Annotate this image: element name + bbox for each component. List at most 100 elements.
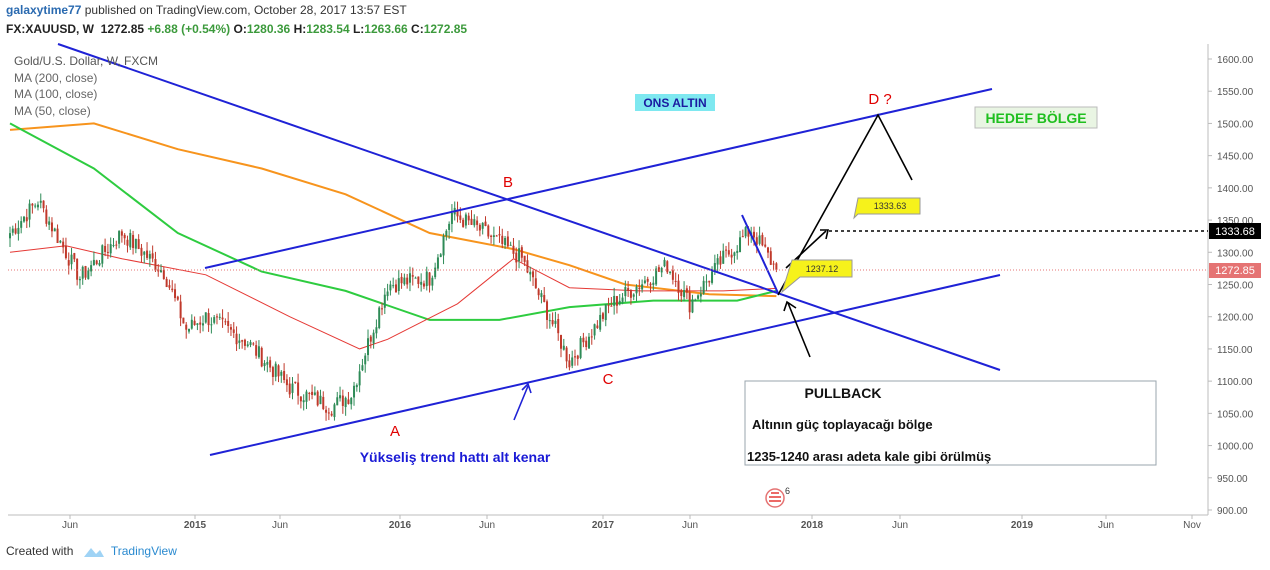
candle-body xyxy=(375,327,378,334)
candle-body xyxy=(725,249,728,251)
close-label: C: xyxy=(411,22,424,36)
candle-body xyxy=(162,270,165,280)
descending-trendline[interactable] xyxy=(57,43,1001,371)
candle-body xyxy=(190,319,193,329)
candle-body xyxy=(655,268,658,285)
candle-body xyxy=(36,204,39,208)
candle-body xyxy=(755,237,758,245)
candle-body xyxy=(168,285,171,288)
candle-body xyxy=(22,216,25,222)
candle-body xyxy=(154,258,157,271)
pullback-line[interactable] xyxy=(741,214,779,294)
candle-body xyxy=(436,257,439,269)
candle-body xyxy=(151,253,154,259)
y-tick-label: 1550.00 xyxy=(1217,87,1254,98)
candle-body xyxy=(758,235,761,244)
tradingview-link[interactable]: TradingView xyxy=(110,544,177,558)
high-label: H: xyxy=(293,22,307,36)
candle-body xyxy=(255,345,258,356)
candle-body xyxy=(649,283,652,286)
candle-body xyxy=(741,236,744,238)
candle-body xyxy=(185,324,188,330)
candle-body xyxy=(28,203,31,220)
candle-body xyxy=(484,221,487,226)
candle-body xyxy=(95,260,98,264)
candle-body xyxy=(81,266,84,279)
candle-body xyxy=(235,333,238,345)
candle-body xyxy=(534,278,537,289)
candle-body xyxy=(560,334,563,349)
pullback-line-1: Altının güç toplayacağı bölge xyxy=(752,417,933,432)
candle-body xyxy=(417,276,420,284)
candle-body xyxy=(540,293,543,298)
candle-body xyxy=(381,308,384,310)
upper-channel-line[interactable] xyxy=(204,88,993,269)
arrow-head-support xyxy=(783,300,797,312)
candle-body xyxy=(319,395,322,405)
candle-body xyxy=(148,254,151,259)
candle-body xyxy=(632,294,635,297)
price-tag-1333 xyxy=(1209,223,1261,239)
candle-body xyxy=(218,316,221,318)
ons-altin-label: ONS ALTIN xyxy=(643,96,706,110)
candle-body xyxy=(84,266,87,278)
candle-body xyxy=(115,244,118,246)
candle-body xyxy=(711,271,714,283)
candle-body xyxy=(481,222,484,229)
event-icon[interactable] xyxy=(765,488,785,508)
arrow-up-support xyxy=(787,302,811,358)
candle-body xyxy=(456,209,459,217)
last-price: 1272.85 xyxy=(100,22,145,36)
y-tick-label: 1300.00 xyxy=(1217,248,1254,259)
candle-body xyxy=(87,270,90,280)
candle-body xyxy=(364,355,367,365)
candle-body xyxy=(196,323,199,325)
arrow-head-1333 xyxy=(820,229,829,240)
candle-body xyxy=(420,281,423,285)
projection-path[interactable] xyxy=(777,113,913,296)
y-tick-label: 1100.00 xyxy=(1217,377,1253,388)
candle-body xyxy=(210,324,213,326)
x-tick-label: Jun xyxy=(272,520,288,531)
candle-body xyxy=(129,232,132,248)
candle-body xyxy=(562,345,565,350)
candle-body xyxy=(573,356,576,358)
candle-body xyxy=(361,365,364,371)
candle-body xyxy=(512,245,515,254)
candle-body xyxy=(50,222,53,232)
lower-trend-line[interactable] xyxy=(209,274,1001,456)
candle-body xyxy=(551,320,554,325)
candle-body xyxy=(302,400,305,403)
candle-body xyxy=(764,244,767,247)
symbol-info: FX:XAUUSD, W 1272.85 +6.88 (+0.54%) O:12… xyxy=(6,22,467,36)
candle-body xyxy=(425,271,428,287)
candle-body xyxy=(14,228,17,234)
candle-body xyxy=(386,291,389,297)
candle-body xyxy=(610,305,613,307)
candle-body xyxy=(188,328,191,332)
candle-body xyxy=(389,284,392,291)
candle-body xyxy=(408,273,411,283)
time-axis: Jun 2015 Jun 2016 Jun 2017 Jun 2018 Jun 2019 Jun No… xyxy=(62,515,1201,531)
candle-body xyxy=(120,231,123,236)
candle-body xyxy=(92,259,95,266)
hedef-label: HEDEF BÖLGE xyxy=(985,110,1086,126)
arrow-head-trendline xyxy=(521,382,532,394)
candle-body xyxy=(406,277,409,285)
y-tick-label: 1600.00 xyxy=(1217,55,1254,66)
author-link[interactable]: galaxytime77 xyxy=(6,3,82,17)
candle-body xyxy=(641,284,644,290)
price-tag-current-text: 1272.85 xyxy=(1215,265,1255,277)
candle-body xyxy=(67,260,70,266)
x-tick-label: Jun xyxy=(892,520,908,531)
symbol-name: FX:XAUUSD, W xyxy=(6,22,94,36)
candle-body xyxy=(548,320,551,322)
candle-body xyxy=(283,371,286,380)
candle-body xyxy=(288,383,291,395)
candle-body xyxy=(526,260,529,273)
candle-body xyxy=(372,332,375,344)
candle-body xyxy=(308,392,311,394)
candle-body xyxy=(277,365,280,377)
candle-body xyxy=(294,381,297,384)
